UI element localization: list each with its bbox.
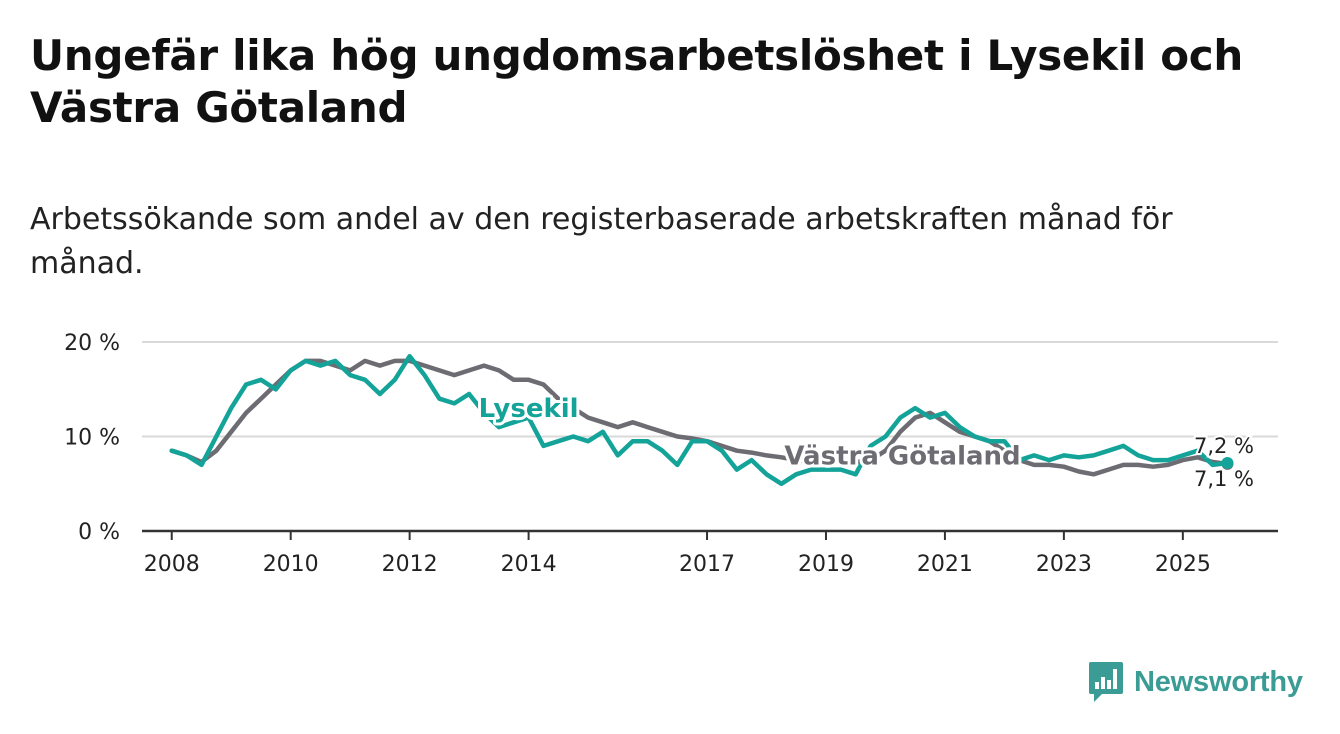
x-tick-label-2021: 2021	[917, 552, 973, 577]
y-tick-label-10: 10 %	[64, 426, 120, 451]
series-end-point-lysekil	[1221, 456, 1234, 469]
x-tick-label-2019: 2019	[798, 552, 854, 577]
x-tick-label-2008: 2008	[144, 552, 200, 577]
chart-subtitle: Arbetssökande som andel av den registerb…	[30, 202, 1173, 281]
series-label-vastra: Västra Götaland	[784, 441, 1020, 471]
series-line-lysekil	[169, 353, 1230, 487]
newsworthy-logo: Newsworthy	[1088, 660, 1303, 704]
x-tick-label-2014: 2014	[501, 552, 557, 577]
brand-name: Newsworthy	[1134, 665, 1303, 698]
end-value-label-vastra: 7,1 %	[1194, 467, 1254, 491]
series-label-lysekil: Lysekil	[479, 394, 579, 424]
x-axis: 2008 2010 2012 2014 2017 2019 2021 2023 2025	[142, 529, 1278, 577]
series-labels: Västra Götaland Lysekil 7,1 % 7,2 %	[476, 391, 1256, 493]
chart-title: Ungefär lika hög ungdomsarbetslöshet i L…	[30, 31, 1243, 132]
x-tick-label-2023: 2023	[1036, 552, 1092, 577]
y-axis-tick-labels: 0 % 10 % 20 %	[64, 331, 120, 545]
x-tick-label-2012: 2012	[382, 552, 438, 577]
newsworthy-chart-icon	[1089, 662, 1123, 702]
x-tick-label-2017: 2017	[679, 552, 735, 577]
y-tick-label-20: 20 %	[64, 331, 120, 356]
series-lines	[169, 353, 1234, 487]
y-tick-label-0: 0 %	[78, 520, 120, 545]
x-tick-label-2010: 2010	[263, 552, 319, 577]
gridlines	[142, 341, 1278, 438]
x-tick-label-2025: 2025	[1155, 552, 1211, 577]
end-value-label-lysekil: 7,2 %	[1194, 434, 1254, 458]
